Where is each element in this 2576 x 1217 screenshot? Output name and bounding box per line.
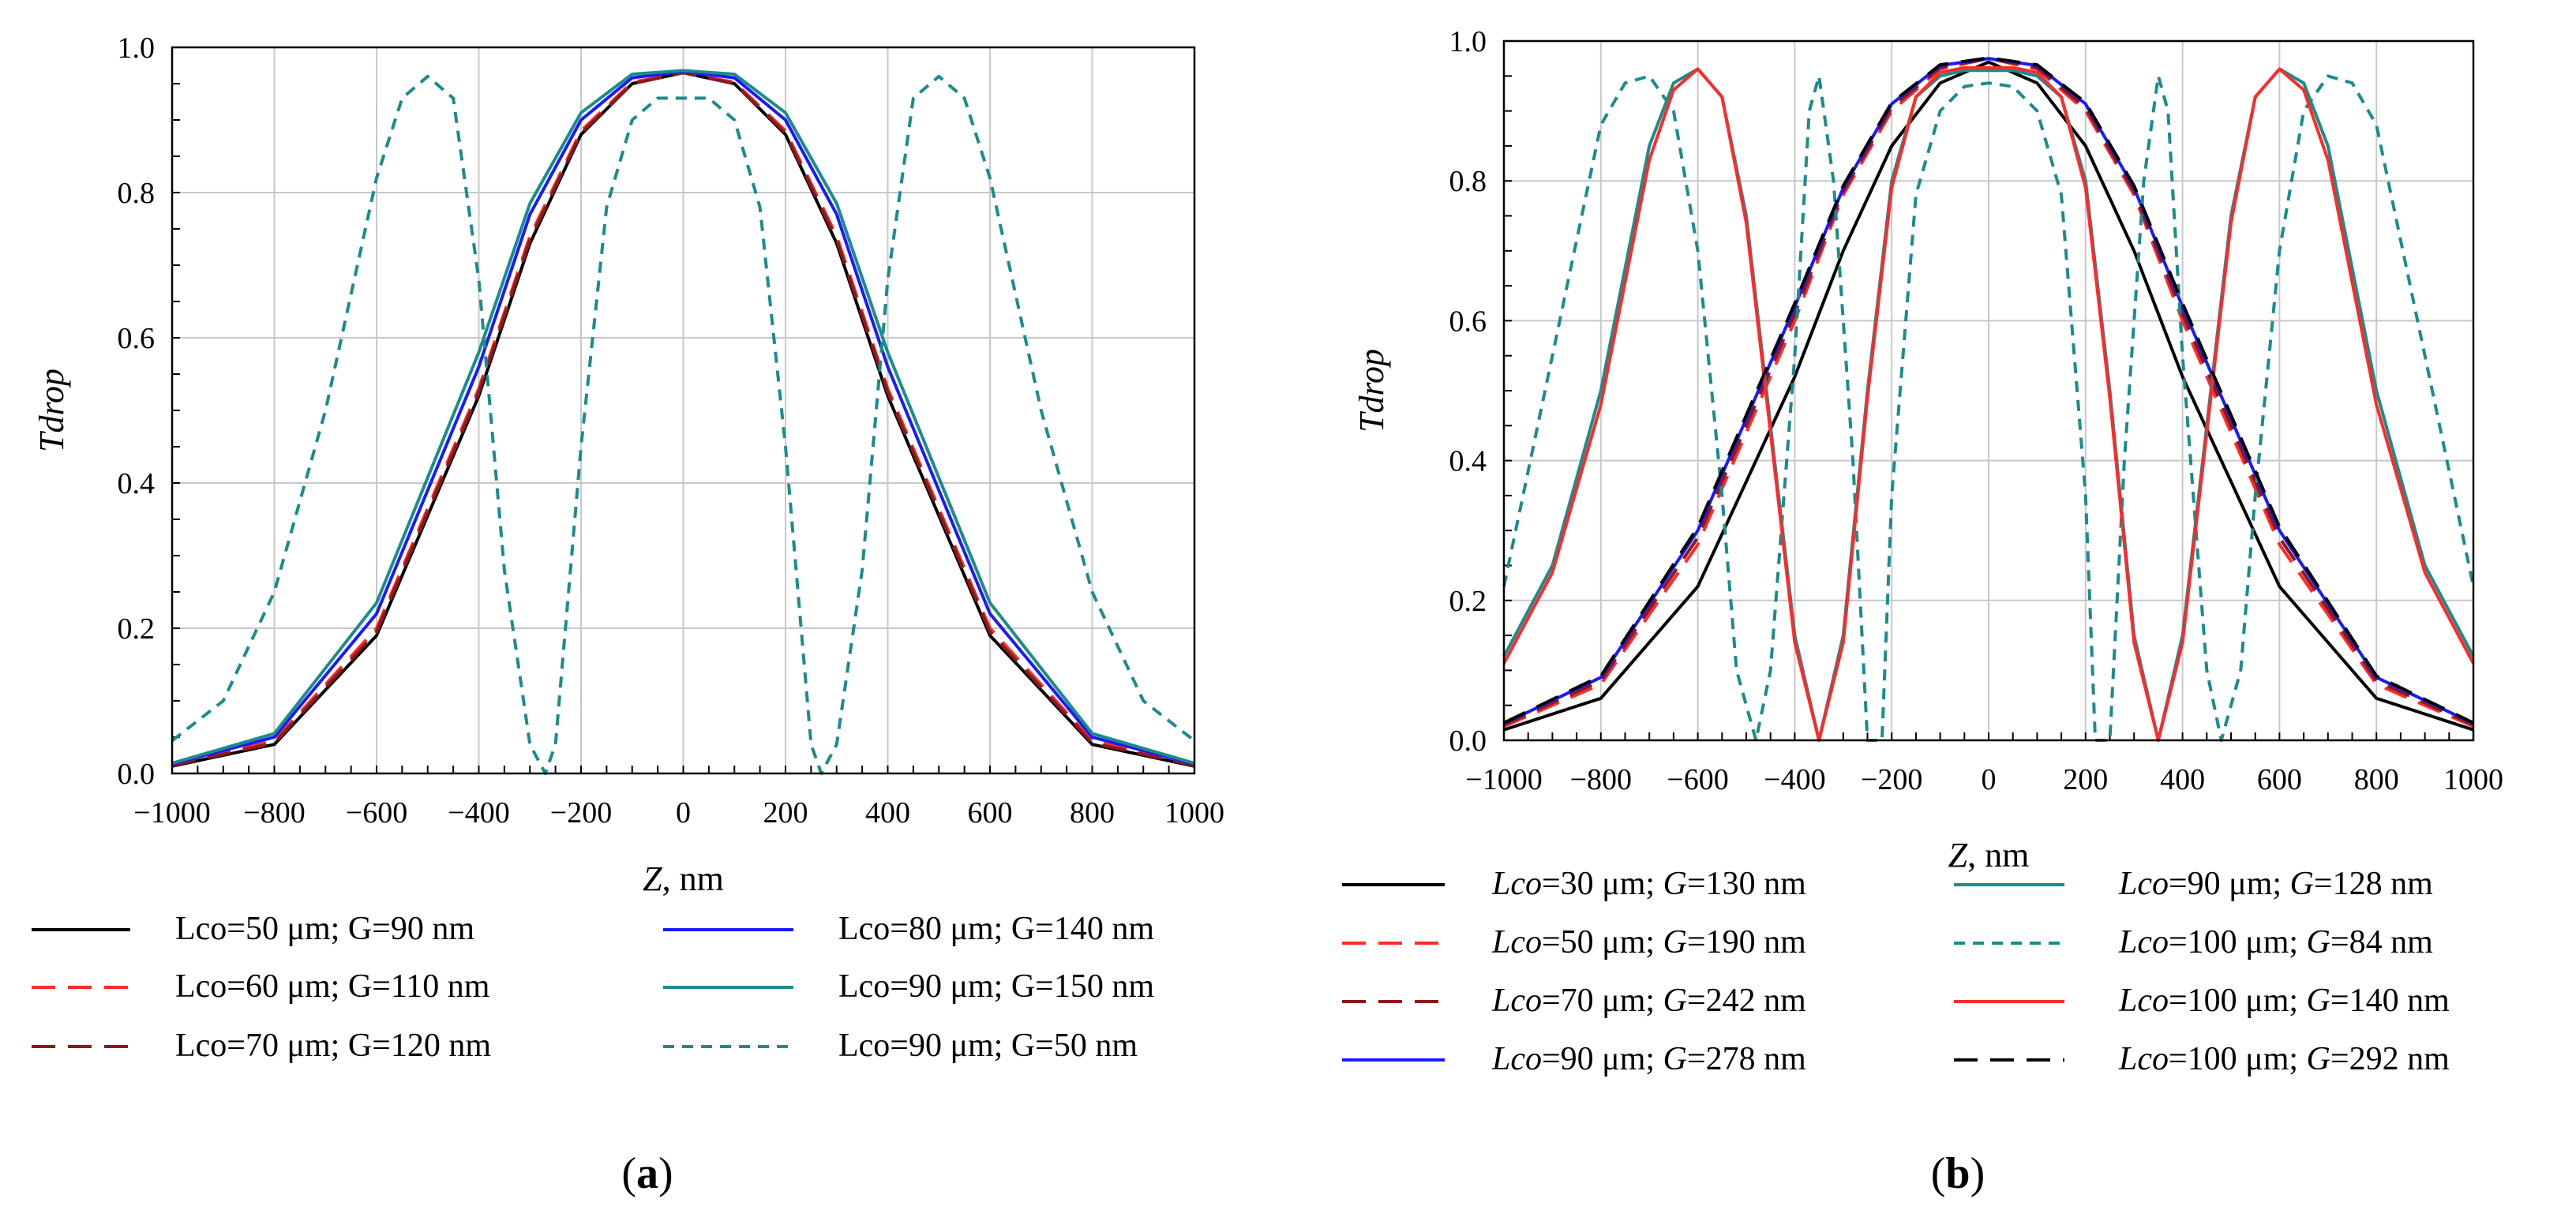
chart-b-y-tick-label: 1.0 [1449,25,1487,58]
chart-a-legend-entry-6: Lco=90 μm; G=50 nm [838,1028,1138,1064]
chart-a-series-line-5 [171,69,1195,766]
chart-a-y-tick-label: 0.6 [118,322,156,355]
chart-b-plot-frame [1502,39,2475,742]
chart-b-x-tick-label: 0 [1982,763,1997,796]
chart-b-x-axis-label: Z, nm [1948,836,2030,874]
chart-b-y-tick-label: 0.2 [1449,585,1487,618]
chart-b-x-tick-label: −600 [1667,763,1728,796]
chart-a-legend-entry-3: Lco=70 μm; G=120 nm [175,1028,491,1064]
chart-a-x-tick-label: −800 [243,796,305,829]
chart-a-legend-entry-4: Lco=80 μm; G=140 nm [838,911,1154,947]
chart-b-y-tick-label: 0.6 [1449,305,1487,338]
chart-a-legend-entry-5: Lco=90 μm; G=150 nm [838,968,1154,1005]
chart-panel-a: −1000 −800 −600 −400 −200 0 200 400 600 800 1000 0.… [32,32,1224,1198]
chart-b-legend-entry-7: Lco=100 μm; G=140 nm [2118,983,2450,1019]
chart-b-x-tick-label: −400 [1764,763,1825,796]
chart-a-legend-entry-1: Lco=50 μm; G=90 nm [175,911,474,947]
chart-b-legend-entry-3: Lco=70 μm; G=242 nm [1491,983,1806,1019]
chart-b-x-tick-label: 200 [2063,763,2108,796]
chart-b-series-line-8 [1503,56,2474,725]
chart-b-legend-entry-2: Lco=50 μm; G=190 nm [1491,924,1806,960]
chart-a-x-tick-label: 200 [763,796,808,829]
chart-a-x-tick-label: −1000 [133,796,210,829]
chart-b-x-tick-label: −1000 [1465,763,1542,796]
chart-b-x-tick-label: 800 [2354,763,2399,796]
chart-b-legend-entry-1: Lco=30 μm; G=130 nm [1491,866,1806,902]
chart-b-panel-label: (b) [1931,1149,1985,1198]
chart-b-series-line-1 [1503,60,2474,732]
chart-panel-b: −1000 −800 −600 −400 −200 0 200 400 600 800 1000 0.… [1342,25,2503,1198]
chart-b-y-axis-label: Tdrop [1352,349,1391,433]
chart-a-series-line-6 [171,74,1196,775]
chart-b-x-tick-label: 400 [2160,763,2205,796]
chart-b-y-tick-label: 0.8 [1449,165,1487,198]
chart-a-panel-label: (a) [621,1149,673,1198]
chart-b-y-tick-label: 0.0 [1449,725,1487,758]
chart-a-x-tick-label: −200 [550,796,612,829]
chart-b-y-tick-label: 0.4 [1449,445,1487,478]
chart-a-x-tick-label: 600 [968,796,1013,829]
chart-a-x-tick-label: 800 [1070,796,1115,829]
chart-a-x-tick-label: 0 [676,796,691,829]
chart-a-x-tick-label: 1000 [1164,796,1224,829]
chart-b-series-line-7 [1502,66,2475,742]
chart-a-x-axis-label: Z, nm [643,859,724,898]
chart-b-legend-entry-8: Lco=100 μm; G=292 nm [2118,1041,2450,1077]
chart-b-legend-entry-5: Lco=90 μm; G=128 nm [2118,866,2433,902]
chart-b-x-tick-label: 1000 [2443,763,2503,796]
chart-b-x-tick-label: 600 [2257,763,2302,796]
chart-a-y-axis-label: Tdrop [32,369,71,452]
chart-a-y-tick-label: 0.8 [118,177,156,210]
chart-b-series-line-6 [1502,74,2475,742]
chart-a-y-tick-label: 1.0 [118,32,156,65]
chart-a-y-tick-label: 0.4 [118,467,156,500]
chart-b-legend-entry-6: Lco=100 μm; G=84 nm [2118,924,2433,960]
chart-b-x-tick-label: −800 [1570,763,1632,796]
chart-a-x-tick-label: −600 [346,796,407,829]
chart-a-legend-entry-2: Lco=60 μm; G=110 nm [175,968,490,1005]
chart-a-y-tick-label: 0.2 [118,612,156,646]
chart-a-x-tick-label: −400 [448,796,509,829]
chart-b-legend-entry-4: Lco=90 μm; G=278 nm [1491,1041,1806,1077]
chart-a-y-tick-label: 0.0 [118,758,156,791]
chart-a-x-tick-label: 400 [865,796,910,829]
chart-b-x-tick-label: −200 [1861,763,1922,796]
chart-a-plot-frame [171,46,1196,775]
